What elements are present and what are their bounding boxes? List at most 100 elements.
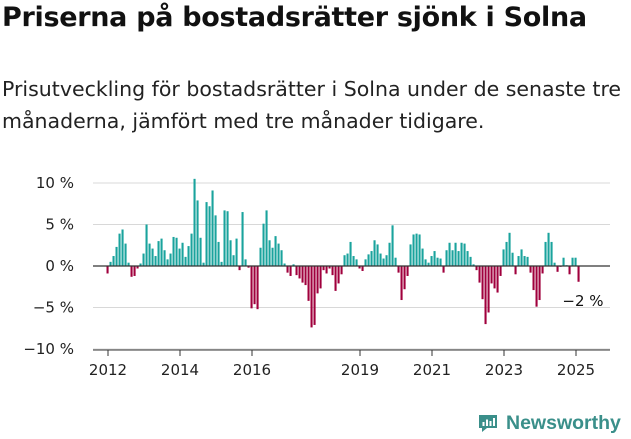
bar [439,258,442,266]
bar [481,266,484,300]
x-tick-label: 2014 [161,361,199,379]
bar [139,263,142,266]
bar [466,251,469,266]
bar [442,266,445,273]
bar [247,266,250,268]
y-tick-label: −10 % [23,340,74,358]
bar [277,243,280,266]
bar [385,255,388,266]
bar [355,259,358,266]
axes: 10 % 5 % 0 % −5 % −10 % 2012 2014 2016 2019 2021 2… [23,174,610,379]
bar [514,266,517,275]
bar [394,257,397,266]
chart-subtitle: Prisutveckling för bostadsrätter i Solna… [2,77,622,133]
newsworthy-logo-text: Newsworthy [506,411,621,434]
bar [382,258,385,266]
bar [493,266,496,289]
y-tick-label: 10 % [36,174,74,192]
bar [403,266,406,290]
bar [274,236,277,266]
bar [118,233,121,266]
bar [364,259,367,266]
bar [295,266,298,276]
bar [535,266,538,307]
bar [352,256,355,266]
bar [361,266,364,271]
bars [106,178,580,328]
bar [187,246,190,266]
bar [511,252,514,266]
x-tick-label: 2023 [485,361,523,379]
bar [304,266,307,286]
bar [397,266,400,273]
bar [418,234,421,266]
bar [202,262,205,266]
bar [550,241,553,266]
bar [322,266,325,271]
bar [388,242,391,266]
x-tick-label: 2025 [557,361,595,379]
grid-lines [93,182,610,350]
latest-value-label: −2 % [562,292,603,310]
bar [502,249,505,266]
bar [292,264,295,266]
bar [478,266,481,283]
bar [253,266,256,305]
bar [487,266,490,313]
bar [376,244,379,266]
bar [286,266,289,273]
bar [523,256,526,266]
bar [574,257,577,266]
bar [448,242,451,266]
newsworthy-logo-icon [479,415,497,432]
bar [337,266,340,284]
bar [157,241,160,266]
bar [325,266,328,274]
bar [451,250,454,266]
bar [454,242,457,266]
bar [148,243,151,266]
x-tick-label: 2016 [233,361,271,379]
bar [199,237,202,266]
bar [184,256,187,266]
bar [520,249,523,266]
bar [256,266,259,310]
bar [232,255,235,266]
bar [475,266,478,271]
bar [196,200,199,266]
bar [346,253,349,266]
bar [142,253,145,266]
y-tick-label: 5 % [45,216,74,234]
bar [169,253,172,266]
bar [424,259,427,266]
bar [508,232,511,266]
bar [358,266,361,269]
bar [409,244,412,266]
bar [115,246,118,266]
bar [244,259,247,266]
x-tick-label: 2019 [341,361,379,379]
bar [130,266,133,277]
bar [349,241,352,266]
bar [271,247,274,266]
bar [316,266,319,294]
bar [136,266,139,269]
bar [370,251,373,266]
bar [214,215,217,266]
bar [334,266,337,291]
bar [457,251,460,266]
bar [490,266,493,284]
bar [436,257,439,266]
bar [340,266,343,275]
bar [229,240,232,266]
bar [181,242,184,266]
bar [463,243,466,266]
bar [172,236,175,266]
bar [328,266,331,269]
bar [379,253,382,266]
bar [562,257,565,266]
bar [544,241,547,266]
bar [313,266,316,325]
bar [268,240,271,266]
bar [133,266,136,276]
